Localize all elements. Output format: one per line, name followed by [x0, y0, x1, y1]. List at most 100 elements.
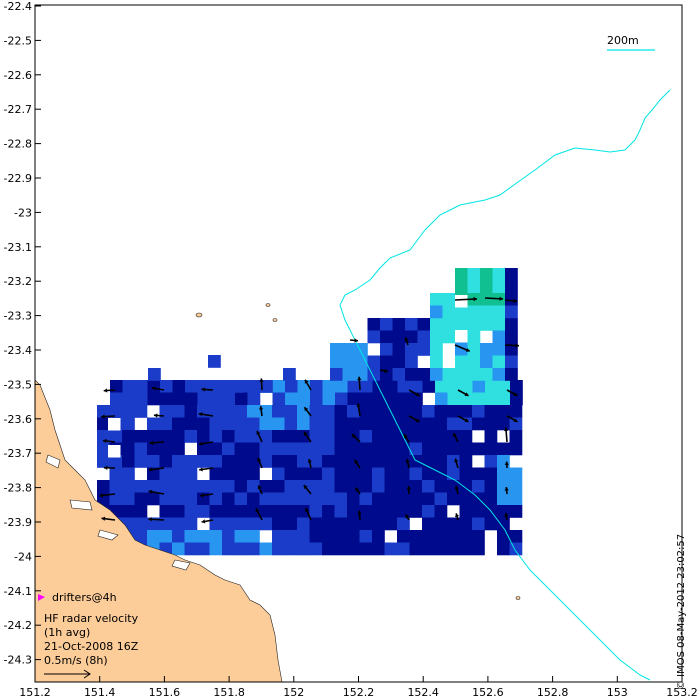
- velocity-cell: [417, 318, 431, 331]
- velocity-cell: [247, 430, 260, 443]
- velocity-arrow: [258, 406, 264, 417]
- velocity-cell: [372, 380, 386, 393]
- velocity-cell: [234, 455, 248, 468]
- velocity-cell: [367, 355, 381, 369]
- velocity-cell: [160, 392, 173, 406]
- velocity-cell: [472, 480, 485, 493]
- velocity-arrow: [408, 415, 420, 423]
- velocity-cell: [347, 405, 360, 418]
- x-tick-label: 152.2: [343, 686, 375, 699]
- empty-cell: [455, 295, 468, 308]
- velocity-arrow: [503, 427, 509, 443]
- velocity-arrow: [255, 507, 263, 521]
- velocity-cell: [272, 492, 285, 506]
- velocity-cell: [222, 467, 235, 481]
- velocity-cell: [259, 517, 273, 531]
- velocity-cell: [109, 467, 123, 481]
- velocity-cell: [372, 442, 385, 456]
- velocity-cell: [247, 380, 261, 393]
- velocity-cell: [505, 318, 518, 331]
- velocity-cell: [230, 380, 243, 393]
- velocity-cell: [197, 530, 210, 543]
- velocity-cell: [422, 380, 436, 393]
- velocity-cell: [147, 492, 160, 506]
- velocity-cell: [334, 480, 348, 493]
- velocity-cell: [322, 417, 335, 431]
- velocity-cell: [234, 542, 248, 556]
- velocity-cell: [184, 542, 198, 556]
- velocity-cell: [185, 380, 198, 393]
- velocity-arrow: [457, 389, 469, 397]
- velocity-arrow: [408, 389, 420, 397]
- velocity-cell: [330, 343, 343, 356]
- velocity-arrow: [256, 430, 263, 443]
- velocity-cell: [322, 467, 335, 481]
- x-tick-label: 151.4: [84, 686, 116, 699]
- velocity-cell: [372, 530, 385, 543]
- velocity-cell: [492, 368, 506, 381]
- velocity-cell: [309, 442, 323, 456]
- velocity-cell: [397, 380, 411, 393]
- velocity-cell: [472, 405, 485, 418]
- velocity-cell: [359, 530, 373, 543]
- velocity-cell: [484, 455, 498, 468]
- velocity-cell: [434, 430, 448, 443]
- velocity-arrow: [356, 403, 361, 417]
- velocity-cell: [460, 380, 473, 393]
- velocity-cell: [334, 517, 348, 531]
- velocity-cell: [422, 517, 435, 531]
- velocity-cell: [122, 417, 135, 431]
- velocity-cell: [459, 455, 473, 468]
- velocity-cell: [447, 467, 460, 481]
- velocity-arrow: [304, 379, 312, 391]
- velocity-cell: [372, 455, 385, 468]
- velocity-cell: [472, 392, 486, 406]
- velocity-cell: [472, 505, 485, 518]
- velocity-cell: [159, 480, 173, 493]
- drifters-label: drifters@4h: [52, 591, 117, 604]
- velocity-cell: [422, 467, 435, 481]
- velocity-cell: [497, 455, 510, 468]
- velocity-cell: [467, 318, 481, 331]
- velocity-cell: [322, 405, 335, 418]
- velocity-cell: [222, 505, 235, 518]
- velocity-cell: [359, 492, 373, 506]
- velocity-cell: [110, 392, 123, 406]
- velocity-cell: [434, 417, 448, 431]
- velocity-cell: [359, 517, 373, 531]
- velocity-cell: [122, 430, 135, 443]
- velocity-cell: [97, 480, 110, 493]
- velocity-cell: [135, 380, 148, 393]
- velocity-cell: [434, 542, 448, 556]
- velocity-cell: [147, 442, 160, 456]
- velocity-cell: [397, 542, 410, 556]
- velocity-arrow: [504, 512, 509, 521]
- velocity-cell: [484, 467, 498, 481]
- velocity-cell: [497, 380, 511, 393]
- legend-datetime: 21-Oct-2008 16Z: [44, 640, 139, 653]
- legend: drifters@4h HF radar velocity (1h avg) 2…: [38, 591, 139, 679]
- velocity-cell: [409, 467, 423, 481]
- velocity-cell: [159, 405, 173, 418]
- velocity-cell: [322, 392, 336, 406]
- velocity-cell: [409, 492, 423, 506]
- velocity-arrow: [354, 487, 361, 495]
- y-tick-label: -22.6: [4, 69, 32, 82]
- velocity-cell: [359, 405, 373, 418]
- velocity-cell: [285, 392, 298, 406]
- velocity-cell: [505, 280, 518, 294]
- velocity-cell: [467, 268, 481, 281]
- velocity-cell: [334, 442, 348, 456]
- velocity-cell: [422, 455, 435, 468]
- velocity-cell: [134, 492, 148, 506]
- velocity-cell: [147, 430, 160, 443]
- velocity-cell: [147, 392, 161, 406]
- velocity-cell: [309, 430, 323, 443]
- velocity-cell: [234, 517, 248, 531]
- velocity-cell: [334, 430, 348, 443]
- velocity-cell: [209, 417, 223, 431]
- velocity-cell: [222, 417, 235, 431]
- velocity-cell: [422, 530, 435, 543]
- velocity-cell: [497, 392, 511, 406]
